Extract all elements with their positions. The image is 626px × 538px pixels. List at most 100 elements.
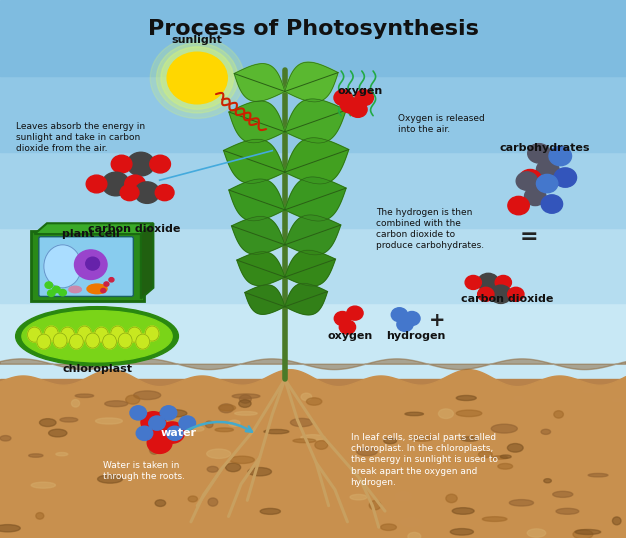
Ellipse shape	[498, 464, 513, 469]
Circle shape	[508, 196, 530, 215]
Ellipse shape	[395, 492, 412, 501]
Ellipse shape	[208, 498, 218, 506]
Ellipse shape	[29, 454, 43, 457]
Ellipse shape	[78, 326, 91, 341]
Ellipse shape	[230, 456, 254, 464]
Polygon shape	[0, 359, 626, 370]
Text: +: +	[429, 310, 445, 330]
Ellipse shape	[396, 388, 405, 393]
Ellipse shape	[527, 529, 546, 537]
Circle shape	[549, 146, 572, 166]
Ellipse shape	[461, 437, 478, 441]
Text: oxygen: oxygen	[337, 87, 382, 96]
Circle shape	[519, 169, 541, 189]
Ellipse shape	[612, 398, 624, 402]
Text: The hydrogen is then
combined with the
carbon dioxide to
produce carbohydrates.: The hydrogen is then combined with the c…	[376, 208, 484, 250]
Ellipse shape	[31, 482, 56, 488]
Bar	[0, 76, 626, 152]
Polygon shape	[229, 101, 285, 143]
Ellipse shape	[478, 451, 492, 457]
Circle shape	[528, 144, 550, 163]
Circle shape	[179, 416, 195, 430]
Circle shape	[120, 185, 139, 201]
Circle shape	[48, 290, 55, 296]
Ellipse shape	[36, 513, 44, 519]
Circle shape	[525, 187, 546, 206]
Ellipse shape	[103, 334, 116, 349]
Ellipse shape	[583, 390, 595, 393]
Ellipse shape	[207, 466, 218, 472]
Polygon shape	[245, 285, 285, 314]
Ellipse shape	[98, 475, 123, 483]
Circle shape	[109, 278, 114, 282]
Ellipse shape	[193, 427, 204, 431]
Circle shape	[125, 175, 145, 193]
Ellipse shape	[151, 456, 178, 464]
Ellipse shape	[491, 456, 508, 459]
Circle shape	[334, 90, 352, 105]
Text: In leaf cells, special parts called
chloroplast. In the chloroplasts,
the energy: In leaf cells, special parts called chlo…	[351, 433, 498, 487]
Circle shape	[53, 286, 60, 293]
Ellipse shape	[53, 333, 67, 348]
Polygon shape	[229, 179, 285, 221]
Ellipse shape	[118, 333, 132, 348]
Ellipse shape	[381, 524, 396, 530]
Text: =: =	[520, 226, 538, 247]
Ellipse shape	[350, 494, 367, 500]
Circle shape	[161, 47, 233, 109]
Ellipse shape	[301, 393, 312, 401]
Ellipse shape	[411, 436, 433, 441]
Ellipse shape	[232, 394, 260, 399]
Ellipse shape	[37, 334, 51, 349]
Ellipse shape	[61, 327, 74, 342]
Ellipse shape	[456, 395, 476, 400]
Ellipse shape	[207, 449, 231, 458]
Polygon shape	[234, 63, 285, 101]
Ellipse shape	[126, 395, 140, 404]
Ellipse shape	[290, 419, 313, 427]
Circle shape	[495, 275, 511, 289]
Text: Leaves absorb the energy in
sunlight and take in carbon
dioxide from the air.: Leaves absorb the energy in sunlight and…	[16, 122, 145, 153]
Polygon shape	[285, 62, 338, 102]
Polygon shape	[141, 223, 153, 299]
Ellipse shape	[260, 508, 280, 514]
Ellipse shape	[450, 528, 473, 535]
Ellipse shape	[145, 326, 159, 341]
Ellipse shape	[22, 311, 172, 362]
Ellipse shape	[483, 516, 507, 521]
Circle shape	[147, 432, 172, 454]
Ellipse shape	[556, 508, 579, 514]
Bar	[0, 0, 626, 76]
Polygon shape	[34, 223, 153, 234]
Text: Oxygen is released
into the air.: Oxygen is released into the air.	[398, 114, 485, 134]
Ellipse shape	[96, 418, 123, 424]
Circle shape	[478, 287, 494, 301]
Ellipse shape	[239, 400, 251, 407]
Circle shape	[167, 52, 227, 104]
Ellipse shape	[612, 517, 621, 525]
Polygon shape	[223, 139, 285, 183]
Circle shape	[541, 195, 563, 213]
Ellipse shape	[134, 391, 161, 400]
Ellipse shape	[541, 429, 551, 434]
Text: sunlight: sunlight	[172, 36, 223, 45]
Ellipse shape	[71, 400, 80, 407]
Circle shape	[149, 416, 165, 430]
Ellipse shape	[205, 421, 213, 428]
Text: chloroplast: chloroplast	[62, 364, 132, 373]
Circle shape	[478, 273, 499, 292]
Text: carbon dioxide: carbon dioxide	[88, 224, 181, 233]
Ellipse shape	[573, 529, 593, 538]
Polygon shape	[285, 177, 346, 221]
Ellipse shape	[69, 286, 81, 293]
Text: carbon dioxide: carbon dioxide	[461, 294, 553, 303]
Circle shape	[150, 38, 244, 118]
Circle shape	[339, 320, 356, 334]
Circle shape	[155, 185, 174, 201]
FancyBboxPatch shape	[39, 237, 133, 296]
Circle shape	[101, 288, 106, 293]
Polygon shape	[285, 99, 346, 143]
Ellipse shape	[136, 334, 150, 349]
Ellipse shape	[150, 445, 159, 454]
Text: carbohydrates: carbohydrates	[500, 143, 590, 153]
